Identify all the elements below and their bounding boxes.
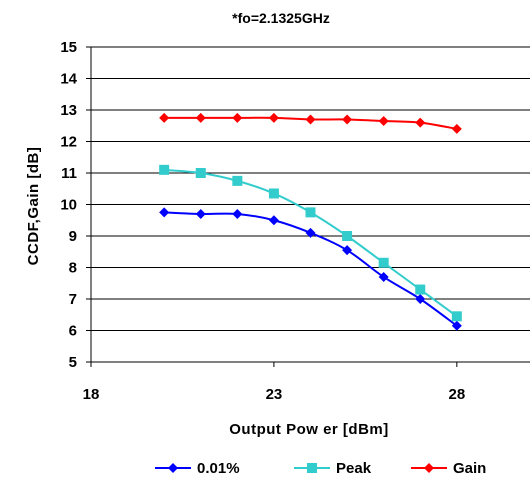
data-point	[451, 311, 462, 322]
series-0	[159, 207, 462, 331]
legend-label: Gain	[453, 460, 486, 477]
y-tick-label: 8	[69, 260, 77, 277]
data-point	[342, 231, 353, 241]
y-tick-label: 10	[60, 197, 77, 214]
data-point	[159, 164, 170, 175]
legend-item-0: 0.01%	[155, 460, 240, 477]
data-point	[305, 227, 316, 238]
y-tick-label: 9	[69, 228, 77, 245]
y-tick-label: 14	[60, 71, 77, 88]
legend: 0.01% Peak Gain	[155, 460, 486, 477]
y-tick-label: 11	[61, 165, 77, 182]
legend-label: Peak	[336, 460, 372, 477]
legend-marker	[424, 463, 434, 473]
data-point	[305, 114, 316, 125]
legend-marker	[307, 463, 317, 473]
x-axis-label: Output Pow er [dBm]	[229, 421, 389, 438]
data-point	[415, 117, 426, 128]
x-tick-label: 18	[83, 386, 100, 403]
y-tick-label: 13	[60, 102, 77, 119]
chart-title: *fo=2.1325GHz	[232, 10, 330, 26]
data-point	[232, 175, 243, 186]
data-point	[232, 208, 243, 219]
x-axis: 18 23 28	[83, 362, 465, 403]
data-point	[195, 168, 206, 178]
data-point	[268, 188, 279, 199]
data-point	[159, 207, 170, 218]
data-point	[451, 320, 462, 331]
legend-item-1: Peak	[294, 460, 372, 477]
data-point	[342, 114, 353, 125]
y-tick-label: 15	[60, 39, 77, 56]
data-point	[378, 257, 389, 268]
data-point	[342, 245, 353, 256]
data-point	[378, 271, 389, 282]
y-tick-label: 7	[69, 291, 77, 308]
data-point	[159, 112, 170, 123]
data-point	[195, 112, 206, 123]
series-layer	[159, 112, 462, 331]
data-point	[415, 294, 426, 304]
legend-label: 0.01%	[197, 460, 240, 477]
plot-area	[90, 46, 530, 363]
y-axis: 5 6 7 8 9 10 11 12 13 14 15	[60, 39, 91, 371]
series-2	[159, 112, 462, 134]
data-point	[451, 123, 462, 134]
legend-marker	[168, 463, 178, 473]
x-tick-label: 23	[266, 386, 283, 403]
data-point	[268, 112, 279, 123]
x-tick-label: 28	[448, 386, 465, 403]
data-point	[232, 112, 243, 123]
data-point	[268, 215, 279, 226]
data-point	[305, 207, 316, 218]
y-tick-label: 12	[60, 134, 77, 151]
data-point	[415, 284, 426, 295]
y-tick-label: 5	[69, 354, 77, 371]
y-tick-label: 6	[69, 323, 77, 340]
y-axis-label: CCDF,Gain [dB]	[25, 147, 42, 266]
data-point	[195, 208, 206, 219]
data-point	[378, 116, 389, 127]
series-1	[159, 164, 462, 322]
legend-item-2: Gain	[411, 460, 486, 477]
